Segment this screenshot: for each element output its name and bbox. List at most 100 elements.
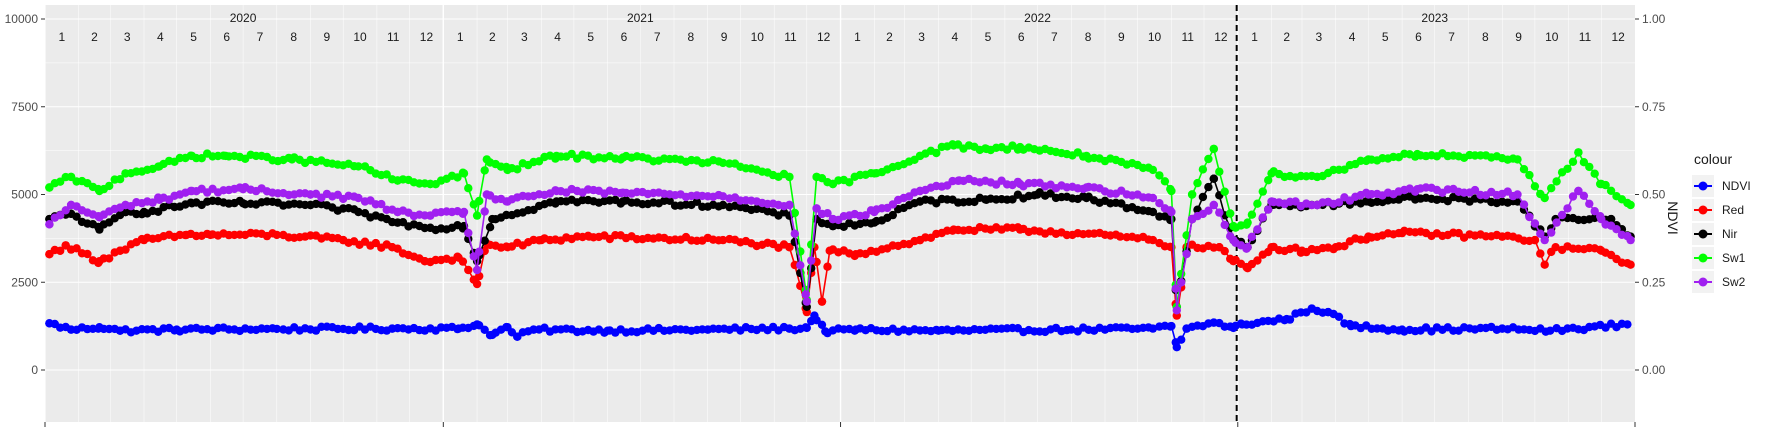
data-point <box>1209 174 1219 183</box>
data-point <box>485 223 495 232</box>
data-point <box>1590 207 1599 216</box>
data-point <box>453 173 462 182</box>
data-point <box>1525 212 1534 222</box>
year-labels: 2020 2021 2022 2023 <box>230 11 1449 25</box>
right-axis-title: NDVI <box>1665 201 1681 234</box>
series-sw2 <box>45 174 1635 315</box>
data-point <box>1167 321 1176 331</box>
data-point <box>1198 165 1208 174</box>
data-point <box>1574 186 1583 196</box>
data-point <box>1187 190 1197 199</box>
month-label: 8 <box>1085 30 1092 44</box>
data-point <box>472 265 482 275</box>
year-label: 2022 <box>1024 11 1051 25</box>
data-point <box>459 169 469 178</box>
legend-title: colour <box>1694 151 1732 167</box>
data-point <box>1204 206 1213 215</box>
data-point <box>1198 192 1208 202</box>
month-label: 5 <box>190 30 197 44</box>
data-point <box>1530 219 1540 228</box>
series-layer <box>45 140 1635 352</box>
y-tick-label: 0 <box>31 363 38 377</box>
month-label: 10 <box>1148 30 1162 44</box>
month-label: 6 <box>1018 30 1025 44</box>
data-point <box>1148 235 1158 245</box>
data-point <box>1530 235 1540 245</box>
data-point <box>1243 243 1252 252</box>
month-label: 9 <box>324 30 331 44</box>
data-point <box>1291 243 1300 252</box>
data-point <box>1247 210 1257 219</box>
y2-tick-label: 0.75 <box>1642 100 1666 114</box>
legend-key-dot <box>1698 277 1708 287</box>
data-point <box>665 196 674 205</box>
month-label: 5 <box>1382 30 1389 44</box>
data-point <box>1116 232 1125 241</box>
data-point <box>1155 171 1164 180</box>
data-point <box>796 261 805 270</box>
data-point <box>72 212 81 221</box>
y-tick-label: 5000 <box>11 188 38 202</box>
data-point <box>785 200 794 210</box>
data-point <box>802 323 811 333</box>
data-point <box>464 228 473 238</box>
month-label: 1 <box>1251 30 1258 44</box>
month-label: 4 <box>554 30 561 44</box>
data-point <box>105 254 114 263</box>
data-point <box>1574 148 1583 157</box>
data-point <box>1285 315 1295 324</box>
data-point <box>1160 177 1170 186</box>
data-point <box>1258 187 1268 196</box>
data-point <box>1067 325 1076 334</box>
legend-item-red: Red <box>1692 199 1744 221</box>
data-point <box>1148 165 1158 175</box>
data-point <box>1253 256 1262 265</box>
data-point <box>861 211 870 220</box>
y2-tick-label: 1.00 <box>1642 12 1666 26</box>
data-point <box>469 252 478 261</box>
year-label: 2020 <box>230 11 257 25</box>
data-point <box>1220 187 1229 196</box>
data-point <box>1551 243 1560 252</box>
data-point <box>1209 200 1219 210</box>
data-point <box>1167 207 1176 217</box>
month-label: 7 <box>257 30 264 44</box>
data-point <box>83 249 92 259</box>
data-point <box>464 184 473 193</box>
data-point <box>459 207 469 217</box>
data-point <box>1626 235 1635 245</box>
data-point <box>1172 343 1182 352</box>
data-point <box>377 199 386 209</box>
month-label: 6 <box>621 30 628 44</box>
month-label: 9 <box>1515 30 1522 44</box>
data-point <box>785 243 794 252</box>
data-point <box>1563 164 1572 173</box>
data-point <box>475 247 484 256</box>
data-point <box>56 246 65 255</box>
data-point <box>1601 180 1610 190</box>
month-label: 8 <box>1482 30 1489 44</box>
data-point <box>817 320 827 329</box>
data-point <box>1253 225 1262 234</box>
data-point <box>197 154 206 163</box>
data-point <box>718 235 728 245</box>
data-point <box>1568 192 1578 201</box>
data-point <box>1519 200 1529 209</box>
month-label: 12 <box>1611 30 1625 44</box>
data-point <box>1148 207 1158 217</box>
legend-key-dot <box>1698 253 1708 263</box>
data-point <box>1008 195 1017 204</box>
data-point <box>475 196 484 206</box>
data-point <box>718 200 728 210</box>
data-point <box>1606 186 1616 195</box>
data-point <box>45 220 54 229</box>
data-point <box>1623 320 1632 329</box>
data-point <box>480 325 489 334</box>
month-label: 11 <box>1181 30 1194 44</box>
data-point <box>1334 312 1344 321</box>
data-point <box>66 172 76 182</box>
data-point <box>1540 235 1549 245</box>
data-point <box>480 236 489 245</box>
month-label: 9 <box>721 30 728 44</box>
data-point <box>354 207 363 217</box>
